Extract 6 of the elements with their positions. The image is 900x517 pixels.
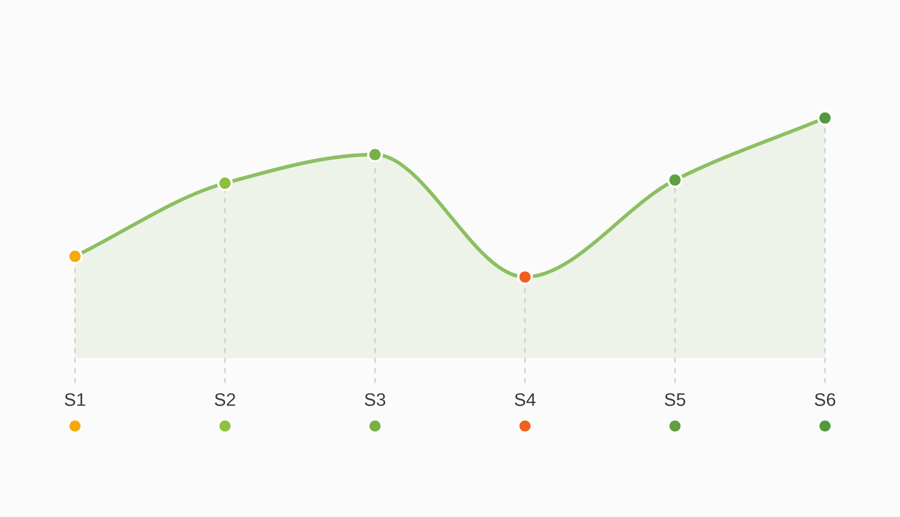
x-tick-label: S4	[514, 393, 536, 406]
x-tick-label: S2	[214, 393, 236, 406]
x-tick-label: S3	[364, 393, 386, 406]
x-tick-label: S6	[814, 393, 836, 406]
x-tick-label: S5	[664, 393, 686, 406]
x-tick-label: S1	[64, 393, 86, 406]
